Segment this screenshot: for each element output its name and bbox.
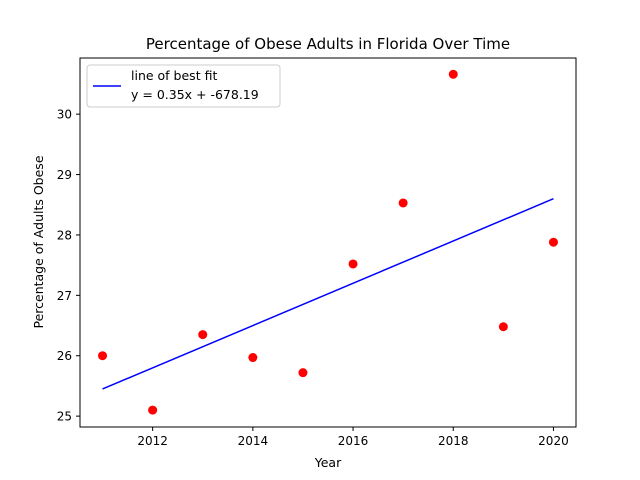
plot-layer bbox=[98, 69, 558, 415]
data-point bbox=[198, 330, 208, 340]
data-point bbox=[98, 351, 108, 361]
legend-equation: y = 0.35x + -678.19 bbox=[131, 87, 259, 102]
chart-title: Percentage of Obese Adults in Florida Ov… bbox=[146, 35, 510, 53]
x-tick-label: 2016 bbox=[338, 434, 369, 448]
data-point bbox=[398, 198, 408, 208]
x-tick-label: 2020 bbox=[538, 434, 569, 448]
x-tick-label: 2018 bbox=[438, 434, 469, 448]
x-axis-label: Year bbox=[314, 455, 342, 470]
y-tick-label: 25 bbox=[57, 410, 72, 424]
y-tick-label: 26 bbox=[57, 349, 72, 363]
y-tick-label: 29 bbox=[57, 168, 72, 182]
x-tick-label: 2012 bbox=[137, 434, 168, 448]
data-point bbox=[548, 237, 558, 247]
y-tick-label: 30 bbox=[57, 108, 72, 122]
data-point bbox=[498, 322, 508, 332]
x-tick-label: 2014 bbox=[238, 434, 269, 448]
data-point bbox=[298, 368, 308, 378]
data-point bbox=[148, 405, 158, 415]
y-axis-ticks: 25 26 27 28 29 30 bbox=[57, 108, 80, 424]
data-point bbox=[448, 69, 458, 79]
data-point bbox=[348, 259, 358, 269]
best-fit-line bbox=[102, 198, 554, 390]
x-axis-ticks: 2012 2014 2016 2018 2020 bbox=[137, 427, 569, 448]
y-tick-label: 27 bbox=[57, 289, 72, 303]
plot-frame bbox=[79, 57, 577, 428]
legend: line of best fit y = 0.35x + -678.19 bbox=[86, 64, 281, 108]
data-point bbox=[248, 353, 258, 363]
legend-box bbox=[86, 64, 281, 108]
y-axis-label: Percentage of Adults Obese bbox=[31, 155, 46, 328]
y-tick-label: 28 bbox=[57, 228, 72, 242]
legend-label: line of best fit bbox=[131, 68, 217, 83]
